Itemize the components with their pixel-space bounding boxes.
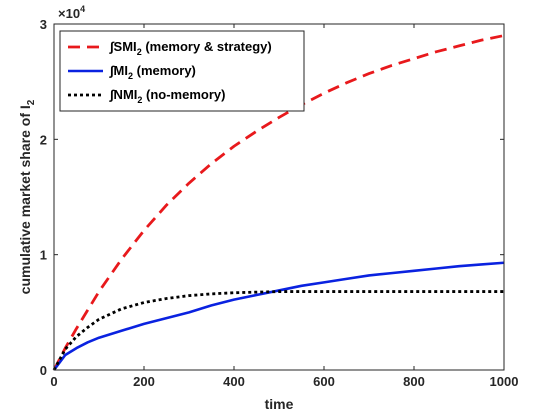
y-axis-title-subscript: 2	[26, 99, 37, 105]
legend-label-3: ∫NMI2 (no-memory)	[109, 87, 225, 105]
series-line-3	[52, 290, 504, 371]
series-line-1	[52, 34, 505, 371]
tick-layer: 0 200 400 600 800 1000 0 1 2 3	[40, 17, 519, 389]
legend-label-2: ∫MI2 (memory)	[109, 63, 196, 81]
x-tick-label: 0	[50, 374, 57, 389]
y-tick-label: 2	[40, 132, 47, 147]
y-axis-title: cumulative market share of I2	[17, 99, 37, 294]
x-tick-label: 800	[403, 374, 425, 389]
legend-label-1: ∫SMI2 (memory & strategy)	[109, 39, 272, 57]
legend-items: ∫SMI2 (memory & strategy) ∫MI2 (memory) ∫N…	[68, 39, 272, 105]
y-tick-label: 0	[40, 363, 47, 378]
y-tick-label: 1	[40, 248, 47, 263]
exponent-power: 4	[80, 4, 85, 14]
exponent-label: ×104	[58, 4, 85, 21]
x-tick-label: 600	[313, 374, 335, 389]
x-tick-label: 400	[223, 374, 245, 389]
x-tick-label: 1000	[490, 374, 519, 389]
series-line-2	[52, 261, 505, 371]
plot-border	[53, 23, 505, 371]
x-axis-title: time	[265, 396, 294, 412]
legend: ∫SMI2 (memory & strategy) ∫MI2 (memory) ∫N…	[59, 30, 305, 112]
y-tick-label: 3	[40, 17, 47, 32]
x-tick-label: 200	[133, 374, 155, 389]
series-layer	[52, 34, 505, 371]
